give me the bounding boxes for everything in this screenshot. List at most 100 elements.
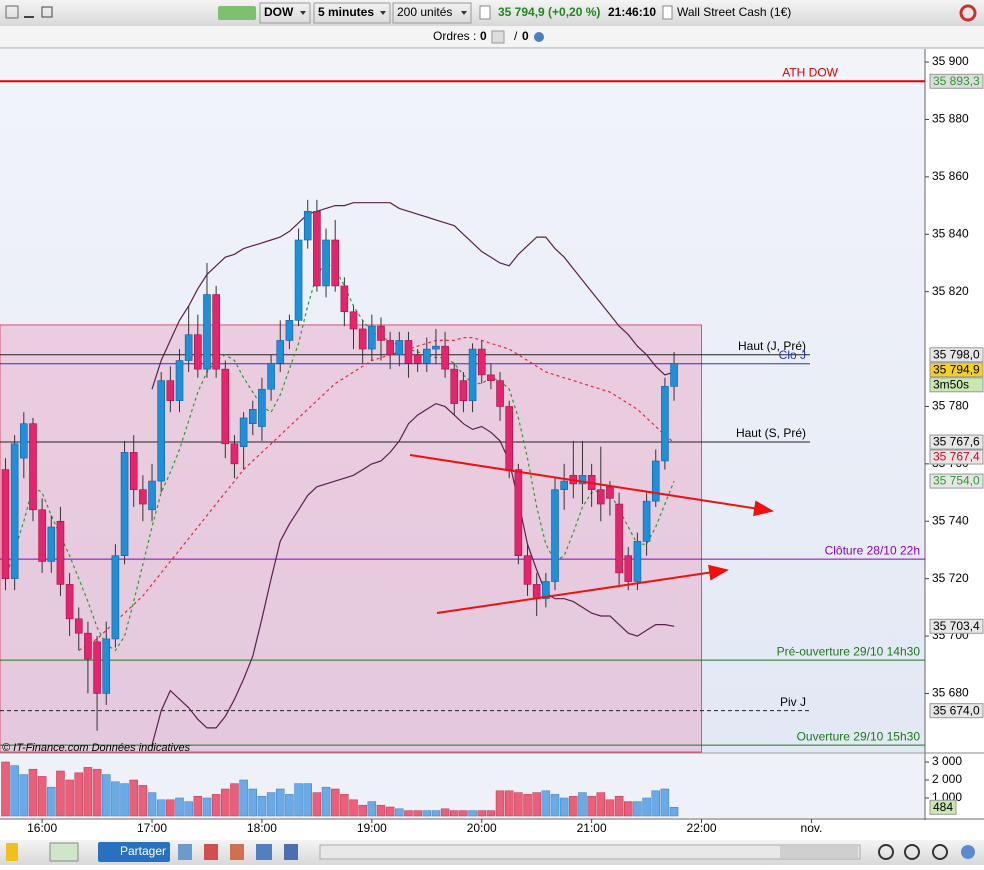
price-badge [929,473,984,489]
symbol-select[interactable] [259,2,311,24]
instrument: Wall Street Cash (1€) [677,5,791,19]
candle-body [258,388,266,427]
candle-body [560,480,568,490]
maximize-icon[interactable] [41,6,53,18]
price-badge-label: 35 767,6 [933,435,980,449]
price-badge-label: 35 798,0 [933,347,980,361]
volume-bar [166,799,175,817]
time-axis [0,820,984,840]
volume-bar [578,792,587,817]
candle-body [184,334,193,361]
candle-body [441,345,449,370]
candle-body [368,325,376,350]
price-badge [929,347,984,363]
price-badge-label: 35 754,0 [933,474,980,488]
candle-body [459,380,468,402]
volume-bar [514,792,523,817]
quantity-select[interactable] [392,2,472,24]
plot: 35 900 35 880 35 860 35 840 35 820 35 780 35 7… [0,54,984,835]
volume-bar [330,788,340,817]
tool-icon[interactable] [178,844,192,860]
candle-body [358,328,367,350]
candle-body [615,503,623,574]
volume-bar [83,767,93,817]
level-label: Haut (J, Pré) [738,339,806,353]
candle-body [1,469,10,579]
candle-body [496,380,504,407]
tool-icon[interactable] [204,844,218,860]
info-icon[interactable] [479,5,491,20]
candle-body [606,486,614,499]
volume-bar [596,792,606,817]
level-label: Clôture 28/10 22h [825,543,920,557]
symbol: DOW [264,5,294,19]
indicator-line [151,402,675,746]
price-badge [929,362,984,378]
volume-bar [358,804,367,817]
volume-bar [56,770,65,817]
tool-icon[interactable] [256,844,272,860]
candle-body [285,320,294,341]
volume-bar [65,779,74,817]
volume-bar [230,783,239,817]
quote: 35 794,9 (+0,20 %) [498,5,600,19]
volume-bar [624,801,633,817]
info-icon[interactable] [662,5,673,20]
candle-body [221,368,230,445]
quantity: 200 unités [397,5,452,19]
volume-bar [184,801,193,817]
zoom-out-icon[interactable] [904,844,920,860]
candle-body [542,581,550,600]
volume-bar [266,792,276,817]
candle-body [212,294,220,370]
zoom-in-icon[interactable] [932,844,948,860]
candle-body [477,348,486,376]
orders-sell: 0 [522,29,529,43]
scrollbar[interactable] [319,844,861,860]
volume-bar [651,790,660,817]
volume-bar [559,797,569,817]
volume-bar [92,768,102,817]
refresh-icon[interactable] [959,4,977,22]
zone [0,324,703,753]
tool-icon[interactable] [230,844,244,860]
scroll-thumb[interactable] [780,846,858,858]
x-tick-label: 22:00 [687,821,717,835]
volume-bar [156,799,166,817]
settings-icon[interactable] [534,32,544,42]
volume-bar [257,795,267,817]
candle-body [303,211,312,241]
chart-type[interactable] [49,842,79,862]
x-tick-label: 19:00 [357,821,387,835]
candle-body [20,423,28,459]
volume-bar [367,801,377,817]
settings-icon[interactable] [961,845,975,859]
candle-body [111,555,120,640]
volume-bar [37,776,47,817]
volume-bar [569,795,578,817]
volume-bar [486,810,496,817]
x-tick-label: 17:00 [137,821,167,835]
orders-icon[interactable] [491,30,505,44]
level-label: Haut (S, Pré) [736,426,806,440]
candle-body [294,239,303,321]
candle-body [487,374,495,381]
menu-icon[interactable] [5,5,19,19]
candle-body [102,638,111,694]
volume-bar [175,797,184,817]
period-select[interactable] [313,2,391,24]
candle-body [468,348,477,402]
dropdown-arrow [461,11,467,15]
zoom-icon[interactable] [878,844,894,860]
indicator-icons[interactable] [218,6,256,20]
candle-body [47,526,56,562]
candle-body [194,334,202,370]
orders-separator: / [514,29,518,43]
volume-bar [614,795,624,817]
candle-body [413,354,422,364]
volume-bar [312,792,322,817]
share-button[interactable] [98,842,170,862]
draw-tool[interactable] [6,843,18,861]
price-badge [929,73,984,89]
tool-icon[interactable] [284,844,298,860]
